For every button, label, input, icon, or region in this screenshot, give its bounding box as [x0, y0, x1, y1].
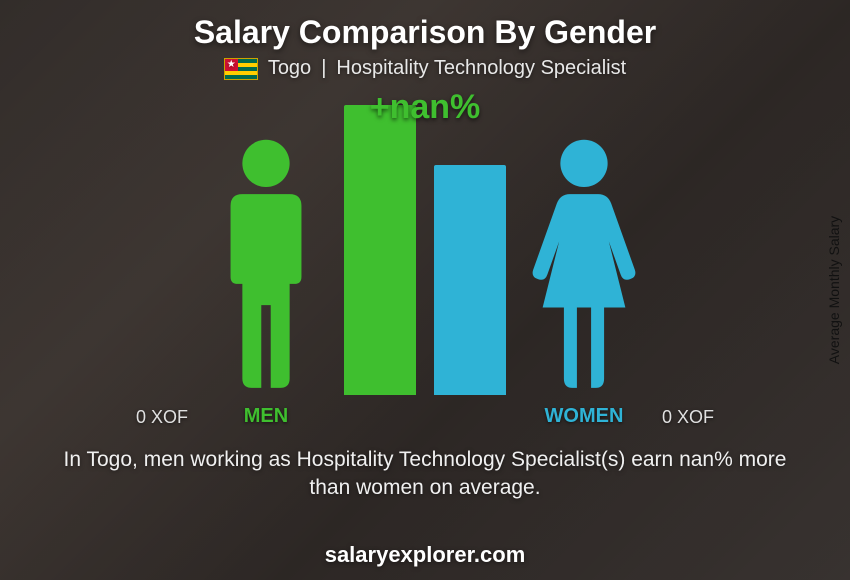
- percentage-annotation: +nan%: [370, 88, 481, 127]
- country-label: Togo: [268, 57, 311, 80]
- page-title: Salary Comparison By Gender: [194, 14, 656, 51]
- chart-area: +nan% 0 XOF MEN . . WOMEN: [105, 88, 745, 428]
- caption-text: In Togo, men working as Hospitality Tech…: [45, 446, 805, 503]
- men-value-col: 0 XOF: [136, 88, 188, 428]
- men-value: 0 XOF: [136, 407, 188, 428]
- men-bar: [344, 105, 416, 395]
- women-bar: [434, 165, 506, 395]
- men-icon-col: MEN: [206, 88, 326, 428]
- yaxis-wrap: Average Monthly Salary: [824, 0, 844, 580]
- separator: |: [321, 57, 326, 80]
- source-attribution: salaryexplorer.com: [0, 542, 850, 568]
- women-value-col: 0 XOF: [662, 88, 714, 428]
- men-bar-col: .: [344, 88, 416, 428]
- male-person-icon: [206, 135, 326, 395]
- yaxis-label: Average Monthly Salary: [826, 216, 842, 364]
- subtitle-row: ★ Togo | Hospitality Technology Speciali…: [224, 57, 626, 80]
- togo-flag-icon: ★: [224, 58, 258, 80]
- women-value: 0 XOF: [662, 407, 714, 428]
- women-label: WOMEN: [545, 405, 624, 428]
- role-label: Hospitality Technology Specialist: [336, 57, 626, 80]
- women-bar-col: .: [434, 88, 506, 428]
- infographic-container: Salary Comparison By Gender ★ Togo | Hos…: [0, 0, 850, 580]
- female-person-icon: [524, 135, 644, 395]
- men-label: MEN: [244, 405, 288, 428]
- women-icon-col: WOMEN: [524, 88, 644, 428]
